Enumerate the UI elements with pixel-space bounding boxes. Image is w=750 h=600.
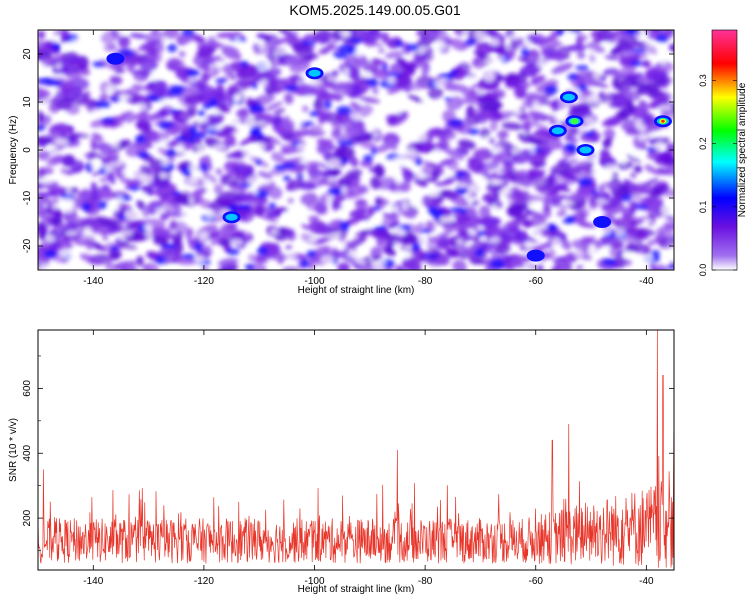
heatmap-hotspots (106, 52, 672, 262)
heatmap-y-tick-label: -20 (22, 238, 33, 253)
snr-y-ticks: 200 400 600 (22, 355, 674, 551)
heatmap-field (38, 30, 674, 270)
heatmap-x-tick-label: -100 (305, 276, 325, 287)
colorbar-tick-label: 0.3 (698, 74, 708, 87)
heatmap-hotspot (526, 249, 545, 262)
heatmap-x-ticks: -140 -120 -100 -80 -60 -40 (83, 30, 654, 287)
heatmap-x-tick-label: -140 (83, 276, 103, 287)
snr-x-tick-label: -140 (83, 576, 103, 587)
snr-y-tick-label: 400 (22, 444, 33, 461)
colorbar-ticks: 0.0 0.1 0.2 0.3 (698, 74, 737, 276)
snr-plot-area (38, 330, 674, 570)
snr-x-tick-label: -120 (194, 576, 214, 587)
snr-frame (37, 329, 675, 571)
heatmap-y-tick-label: 0 (22, 147, 33, 153)
colorbar-label: Normalized spectral amplitude (737, 82, 748, 217)
heatmap-y-ticks: -20 -10 0 10 20 (22, 48, 674, 253)
heatmap-hotspot (653, 115, 672, 128)
heatmap-y-axis-label: Frequency (Hz) (8, 116, 19, 185)
heatmap-x-tick-label: -80 (418, 276, 433, 287)
heatmap-hotspot (305, 67, 324, 80)
snr-x-tick-label: -100 (305, 576, 325, 587)
snr-y-tick-label: 600 (22, 380, 33, 397)
heatmap-hotspot (593, 216, 612, 228)
heatmap-x-axis-label: Height of straight line (km) (298, 285, 415, 296)
colorbar-tick-label: 0.2 (698, 137, 708, 150)
heatmap-hotspot (548, 124, 567, 137)
snr-panel: -140 -120 -100 -80 -60 -40 200 400 600 Height o… (8, 329, 675, 595)
heatmap-x-tick-label: -40 (639, 276, 654, 287)
heatmap-x-tick-label: -60 (529, 276, 544, 287)
heatmap-y-tick-label: 20 (22, 48, 33, 60)
snr-x-tick-label: -40 (639, 576, 654, 587)
colorbar-tick-label: 0.0 (698, 264, 708, 277)
heatmap-hotspot (222, 211, 241, 224)
heatmap-hotspot (559, 91, 578, 104)
snr-x-tick-label: -60 (529, 576, 544, 587)
heatmap-hotspot (106, 52, 125, 65)
snr-x-axis-label: Height of straight line (km) (298, 584, 415, 595)
heatmap-hotspot (576, 144, 595, 156)
colorbar-tick-label: 0.1 (698, 201, 708, 214)
colorbar: 0.0 0.1 0.2 0.3 Normalized spectral amplitu… (698, 29, 748, 276)
snr-series-line (38, 330, 674, 568)
snr-y-axis-label: SNR (10 * v/v) (8, 418, 19, 482)
heatmap-plot-area (38, 30, 674, 270)
snr-x-ticks: -140 -120 -100 -80 -60 -40 (83, 330, 654, 587)
colorbar-gradient (712, 30, 737, 270)
colorbar-frame (711, 29, 738, 271)
snr-y-tick-label: 200 (22, 509, 33, 526)
snr-x-tick-label: -80 (418, 576, 433, 587)
heatmap-y-tick-label: -10 (22, 190, 33, 205)
heatmap-x-tick-label: -120 (194, 276, 214, 287)
heatmap-y-tick-label: 10 (22, 96, 33, 108)
chart-title: KOM5.2025.149.00.05.G01 (289, 2, 460, 18)
heatmap-hotspot (565, 115, 584, 128)
